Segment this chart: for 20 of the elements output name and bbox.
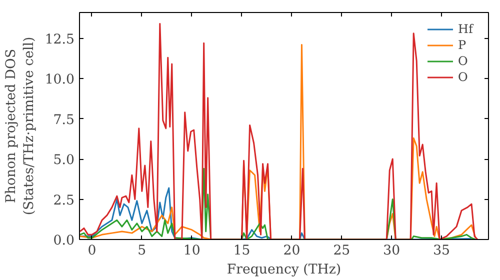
- x-axis-title: Frequency (THz): [226, 262, 342, 278]
- x-tick-label: 10: [183, 244, 200, 258]
- y-tick-label: 0.0: [53, 234, 75, 248]
- legend-label: O: [458, 70, 469, 84]
- y-axis-title: Phonon projected DOS (States/THz·primitive cell): [4, 36, 37, 216]
- y-tick-label: 12.5: [44, 32, 75, 48]
- x-tick-label: 35: [433, 244, 450, 258]
- x-tick-label: 25: [333, 244, 350, 258]
- x-tick-label: 15: [233, 244, 250, 258]
- x-tick-label: 30: [383, 244, 400, 258]
- y-tick-label: 2.5: [53, 193, 75, 208]
- legend-label: O: [458, 54, 469, 68]
- x-tick-label: 5: [138, 244, 146, 258]
- legend-label: P: [458, 38, 468, 52]
- y-tick-label: 7.5: [53, 112, 75, 128]
- y-tick-label: 10.0: [44, 72, 75, 88]
- x-tick-label: 20: [283, 244, 300, 258]
- legend-label: Hf: [458, 22, 475, 36]
- x-tick-label: 0: [88, 244, 96, 258]
- y-tick-label: 5.0: [53, 153, 75, 168]
